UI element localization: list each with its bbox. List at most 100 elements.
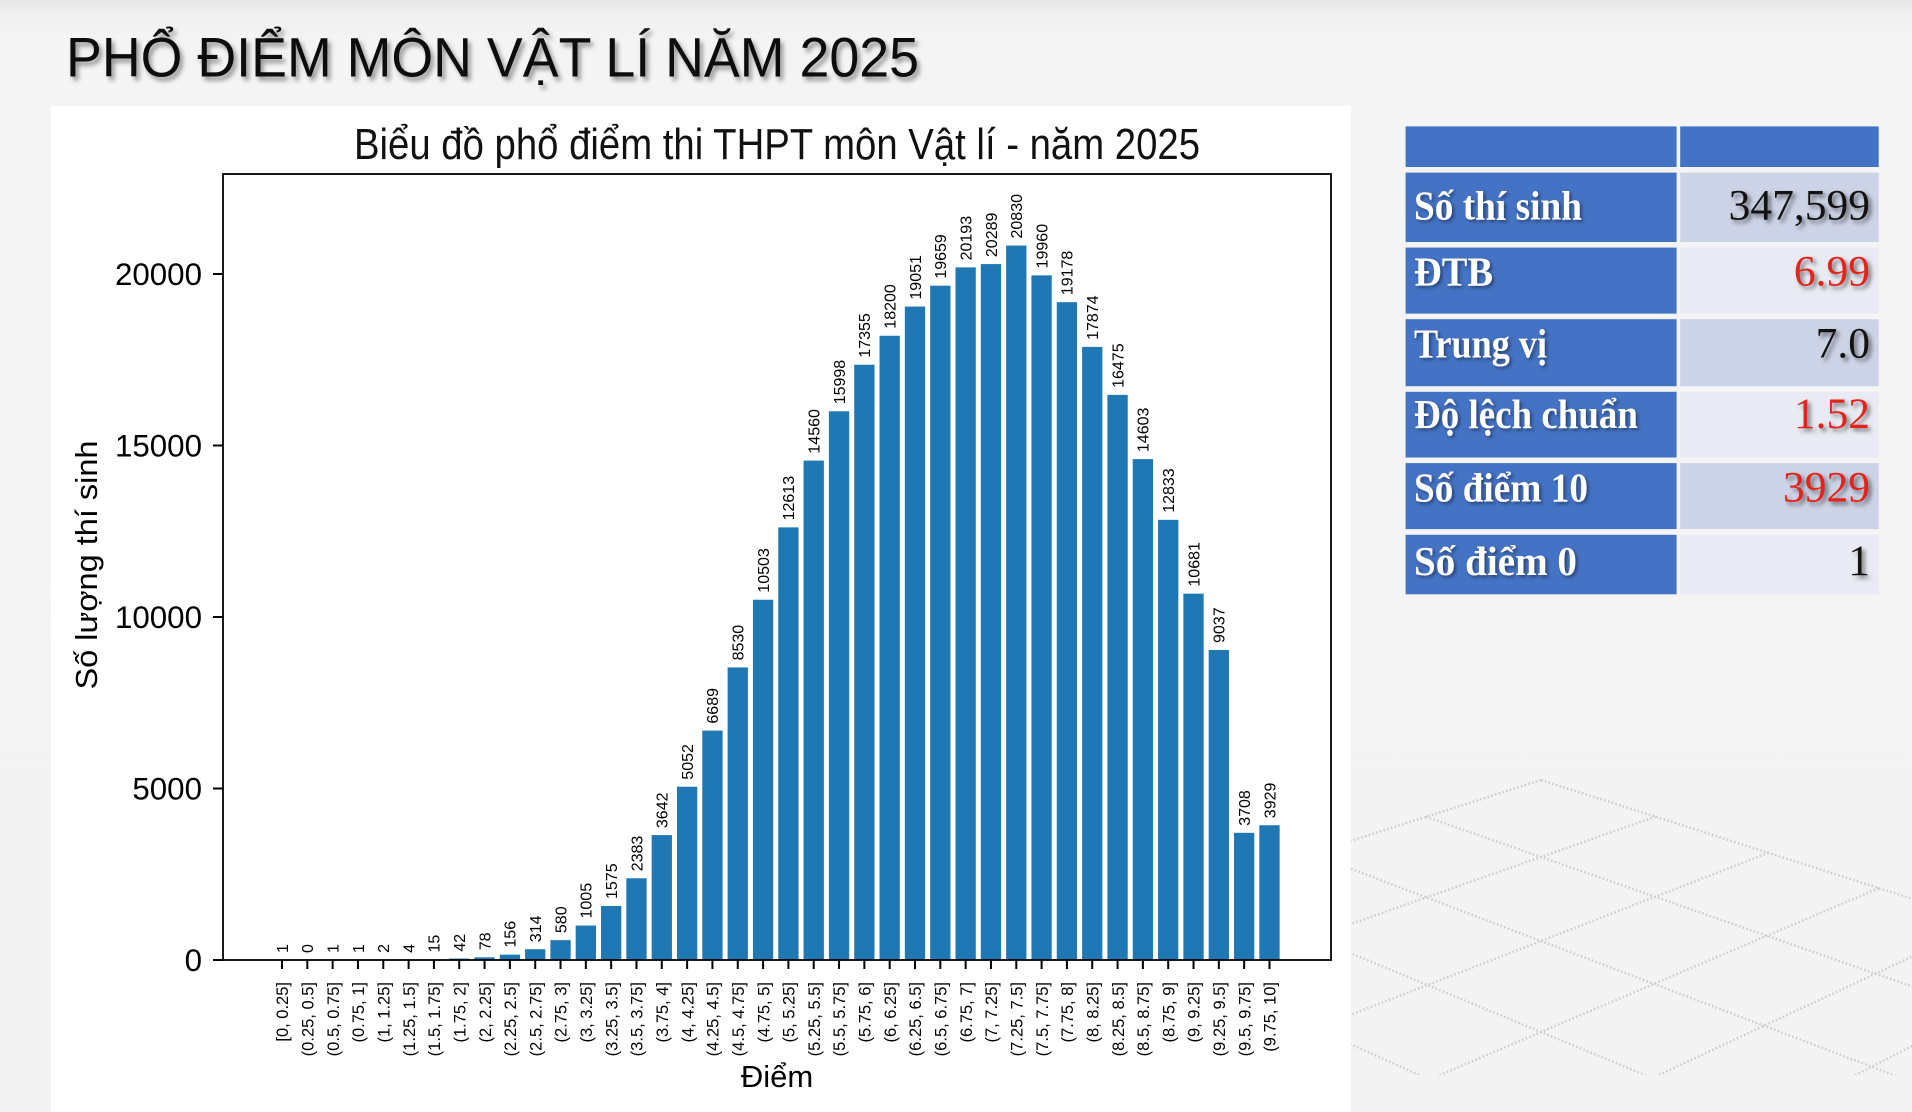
svg-text:PHỔ ĐIỂM MÔN VẬT LÍ NĂM 2025: PHỔ ĐIỂM MÔN VẬT LÍ NĂM 2025 bbox=[66, 26, 919, 89]
svg-text:Biểu đồ phổ điểm thi THPT môn: Biểu đồ phổ điểm thi THPT môn Vật lí - n… bbox=[354, 120, 1200, 169]
svg-text:(7.75, 8]: (7.75, 8] bbox=[1059, 982, 1077, 1043]
svg-text:7.0: 7.0 bbox=[1816, 320, 1870, 368]
svg-text:(7.5, 7.75]: (7.5, 7.75] bbox=[1034, 982, 1052, 1056]
svg-text:20830: 20830 bbox=[1009, 194, 1026, 239]
svg-text:(4.25, 4.5]: (4.25, 4.5] bbox=[705, 982, 723, 1056]
svg-text:(7.25, 7.5]: (7.25, 7.5] bbox=[1008, 982, 1026, 1056]
svg-text:(4.5, 4.75]: (4.5, 4.75] bbox=[730, 982, 748, 1056]
svg-text:Độ lệch chuẩn: Độ lệch chuẩn bbox=[1414, 391, 1638, 437]
svg-text:(5.75, 6]: (5.75, 6] bbox=[857, 982, 875, 1043]
svg-text:(8.75, 9]: (8.75, 9] bbox=[1160, 982, 1178, 1043]
svg-text:(2.5, 2.75]: (2.5, 2.75] bbox=[527, 982, 545, 1056]
svg-text:(9, 9.25]: (9, 9.25] bbox=[1186, 982, 1204, 1043]
svg-text:Số lượng thí sinh: Số lượng thí sinh bbox=[69, 441, 104, 690]
svg-text:(6.5, 6.75]: (6.5, 6.75] bbox=[933, 982, 951, 1056]
svg-text:10000: 10000 bbox=[115, 600, 202, 635]
svg-text:(3.25, 3.5]: (3.25, 3.5] bbox=[603, 982, 621, 1056]
svg-text:(6.75, 7]: (6.75, 7] bbox=[958, 982, 976, 1043]
svg-text:20000: 20000 bbox=[115, 257, 202, 292]
svg-text:(6, 6.25]: (6, 6.25] bbox=[882, 982, 900, 1043]
svg-text:14603: 14603 bbox=[1136, 408, 1153, 453]
svg-text:1.52: 1.52 bbox=[1794, 390, 1870, 438]
svg-text:(2, 2.25]: (2, 2.25] bbox=[477, 982, 495, 1043]
svg-text:0: 0 bbox=[300, 944, 317, 953]
svg-text:(8.5, 8.75]: (8.5, 8.75] bbox=[1135, 982, 1153, 1056]
svg-text:(3, 3.25]: (3, 3.25] bbox=[578, 982, 596, 1043]
svg-text:(7, 7.25]: (7, 7.25] bbox=[983, 982, 1001, 1043]
svg-text:9037: 9037 bbox=[1212, 607, 1229, 643]
svg-text:Số điểm 10: Số điểm 10 bbox=[1414, 465, 1588, 511]
svg-text:ĐTB: ĐTB bbox=[1414, 249, 1493, 295]
svg-text:(3.75, 4]: (3.75, 4] bbox=[654, 982, 672, 1043]
svg-text:(9.75, 10]: (9.75, 10] bbox=[1262, 982, 1280, 1052]
svg-text:(9.5, 9.75]: (9.5, 9.75] bbox=[1236, 982, 1254, 1056]
svg-text:(1.75, 2]: (1.75, 2] bbox=[451, 982, 469, 1043]
svg-text:(2.25, 2.5]: (2.25, 2.5] bbox=[502, 982, 520, 1056]
svg-text:4: 4 bbox=[401, 944, 418, 953]
svg-text:15: 15 bbox=[427, 935, 444, 953]
svg-text:1: 1 bbox=[351, 944, 368, 953]
svg-text:(6.25, 6.5]: (6.25, 6.5] bbox=[907, 982, 925, 1056]
svg-text:19178: 19178 bbox=[1060, 251, 1077, 296]
svg-text:8530: 8530 bbox=[731, 625, 748, 661]
svg-text:(3.5, 3.75]: (3.5, 3.75] bbox=[629, 982, 647, 1056]
svg-text:1: 1 bbox=[325, 944, 342, 953]
svg-text:3929: 3929 bbox=[1262, 783, 1279, 819]
svg-text:(5, 5.25]: (5, 5.25] bbox=[781, 982, 799, 1043]
svg-text:Số điểm 0: Số điểm 0 bbox=[1414, 538, 1577, 584]
svg-text:(4.75, 5]: (4.75, 5] bbox=[755, 982, 773, 1043]
svg-text:78: 78 bbox=[477, 932, 494, 950]
svg-text:1: 1 bbox=[275, 944, 292, 953]
svg-text:3642: 3642 bbox=[655, 792, 672, 828]
svg-text:(1.25, 1.5]: (1.25, 1.5] bbox=[401, 982, 419, 1056]
svg-text:16475: 16475 bbox=[1110, 343, 1127, 388]
svg-text:[0, 0.25]: [0, 0.25] bbox=[274, 982, 292, 1042]
svg-text:0: 0 bbox=[185, 943, 202, 978]
svg-text:1: 1 bbox=[1848, 537, 1870, 585]
svg-text:1575: 1575 bbox=[604, 863, 621, 899]
svg-text:Điểm: Điểm bbox=[741, 1059, 813, 1094]
svg-text:5000: 5000 bbox=[132, 772, 202, 807]
svg-text:314: 314 bbox=[528, 915, 545, 942]
svg-text:(9.25, 9.5]: (9.25, 9.5] bbox=[1211, 982, 1229, 1056]
svg-text:(1.5, 1.75]: (1.5, 1.75] bbox=[426, 982, 444, 1056]
svg-text:6.99: 6.99 bbox=[1794, 248, 1870, 296]
svg-text:15998: 15998 bbox=[832, 360, 849, 405]
svg-text:(5.25, 5.5]: (5.25, 5.5] bbox=[806, 982, 824, 1056]
svg-text:Số thí sinh: Số thí sinh bbox=[1414, 183, 1582, 229]
svg-text:17355: 17355 bbox=[857, 313, 874, 358]
svg-text:(0.25, 0.5]: (0.25, 0.5] bbox=[300, 982, 318, 1056]
svg-text:(8, 8.25]: (8, 8.25] bbox=[1084, 982, 1102, 1043]
svg-text:156: 156 bbox=[503, 921, 520, 948]
svg-text:Trung vị: Trung vị bbox=[1414, 321, 1547, 367]
svg-text:(0.5, 0.75]: (0.5, 0.75] bbox=[325, 982, 343, 1056]
svg-text:(1, 1.25]: (1, 1.25] bbox=[375, 982, 393, 1043]
svg-text:19659: 19659 bbox=[933, 234, 950, 279]
svg-text:18200: 18200 bbox=[882, 284, 899, 329]
svg-text:3929: 3929 bbox=[1783, 464, 1870, 512]
svg-text:19960: 19960 bbox=[1034, 224, 1051, 269]
svg-text:(8.25, 8.5]: (8.25, 8.5] bbox=[1110, 982, 1128, 1056]
svg-text:6689: 6689 bbox=[705, 688, 722, 724]
svg-text:5052: 5052 bbox=[680, 744, 697, 780]
svg-text:(2.75, 3]: (2.75, 3] bbox=[553, 982, 571, 1043]
svg-text:2383: 2383 bbox=[629, 836, 646, 872]
svg-text:(0.75, 1]: (0.75, 1] bbox=[350, 982, 368, 1043]
svg-text:14560: 14560 bbox=[807, 409, 824, 454]
svg-text:10503: 10503 bbox=[756, 548, 773, 593]
svg-text:2: 2 bbox=[376, 944, 393, 953]
svg-text:17874: 17874 bbox=[1085, 295, 1102, 340]
svg-text:580: 580 bbox=[553, 906, 570, 933]
svg-text:12833: 12833 bbox=[1161, 468, 1178, 513]
svg-text:19051: 19051 bbox=[908, 255, 925, 300]
svg-text:42: 42 bbox=[452, 934, 469, 952]
svg-text:(4, 4.25]: (4, 4.25] bbox=[679, 982, 697, 1043]
svg-text:347,599: 347,599 bbox=[1729, 182, 1870, 230]
svg-text:1005: 1005 bbox=[579, 883, 596, 919]
svg-text:3708: 3708 bbox=[1237, 790, 1254, 826]
svg-text:(5.5, 5.75]: (5.5, 5.75] bbox=[831, 982, 849, 1056]
svg-text:12613: 12613 bbox=[781, 476, 798, 521]
svg-text:20289: 20289 bbox=[984, 213, 1001, 258]
svg-text:10681: 10681 bbox=[1186, 542, 1203, 587]
svg-text:20193: 20193 bbox=[958, 216, 975, 261]
